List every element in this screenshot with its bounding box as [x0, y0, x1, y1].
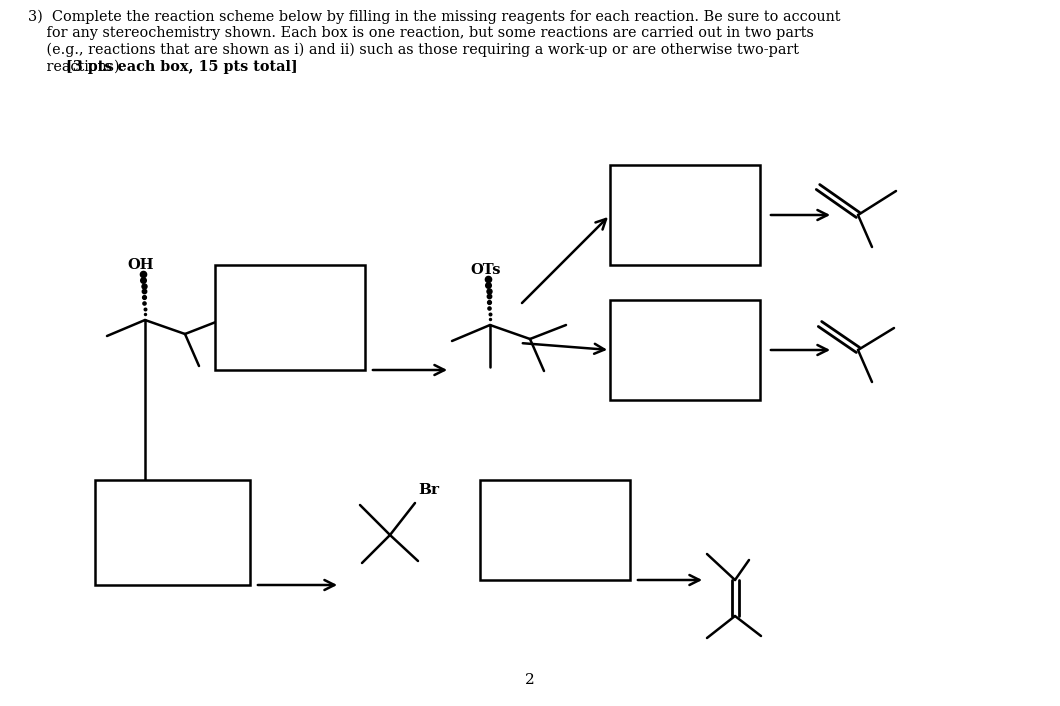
Bar — [610, 165, 760, 265]
Text: for any stereochemistry shown. Each box is one reaction, but some reactions are : for any stereochemistry shown. Each box … — [28, 27, 814, 40]
Text: OH: OH — [128, 258, 155, 272]
Text: Br: Br — [418, 483, 439, 497]
Text: [3 pts each box, 15 pts total]: [3 pts each box, 15 pts total] — [67, 59, 298, 73]
Bar — [95, 480, 250, 585]
Bar — [610, 300, 760, 400]
Text: (e.g., reactions that are shown as i) and ii) such as those requiring a work-up : (e.g., reactions that are shown as i) an… — [28, 43, 799, 57]
Bar — [215, 265, 365, 370]
Bar — [480, 480, 630, 580]
Text: 3)  Complete the reaction scheme below by filling in the missing reagents for ea: 3) Complete the reaction scheme below by… — [28, 10, 841, 25]
Text: reactions).: reactions). — [28, 59, 128, 73]
Text: 2: 2 — [525, 673, 535, 687]
Text: OTs: OTs — [471, 263, 501, 277]
